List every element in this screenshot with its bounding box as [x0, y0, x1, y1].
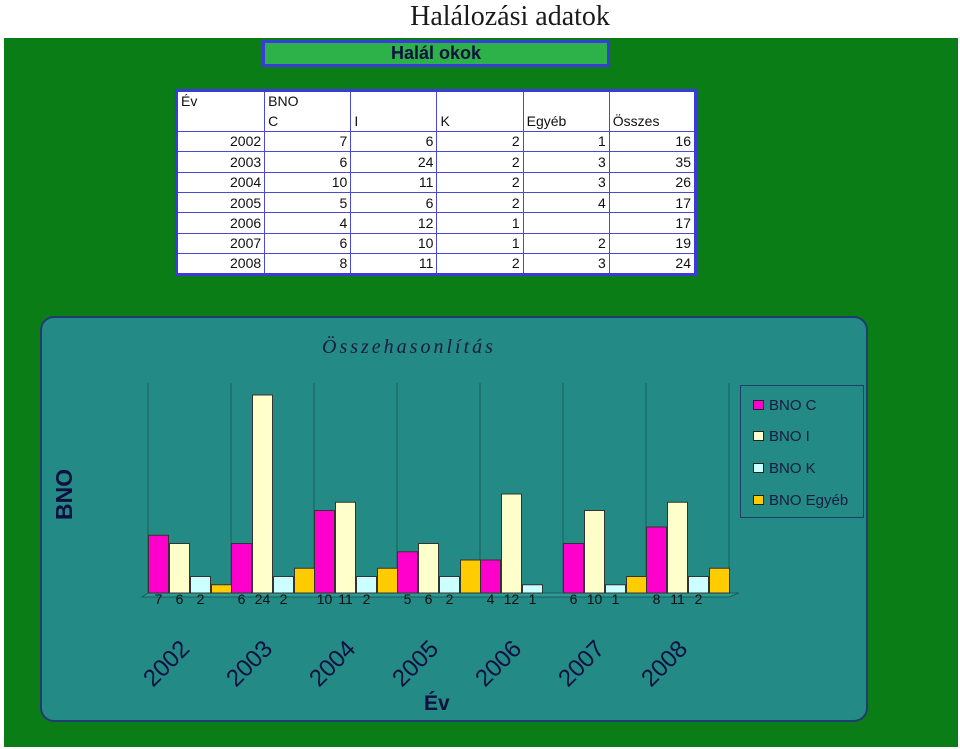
bar-bno-i-2002 — [169, 543, 190, 594]
data-label: 1 — [612, 591, 620, 607]
legend-label: BNO I — [769, 427, 810, 445]
table-header-row: C I K Egyéb Összes — [175, 110, 697, 132]
data-label: 7 — [155, 591, 163, 607]
table-cell: 16 — [608, 130, 697, 153]
subtitle-box: Halál okok — [262, 40, 610, 67]
page-title: Halálozási adatok — [410, 1, 610, 32]
data-label: 11 — [338, 591, 353, 607]
x-tick-label: 2004 — [304, 635, 361, 692]
legend-swatch — [753, 495, 764, 505]
bar-bno-c-2002 — [148, 534, 169, 594]
bar-bno-egyeb-2005 — [460, 559, 481, 594]
bar-bno-c-2005 — [397, 551, 418, 594]
data-label: 6 — [425, 591, 433, 607]
bar-bno-egyeb-2007 — [626, 576, 647, 594]
table-cell: 2002 — [175, 130, 266, 153]
table-cell: 2004 — [175, 171, 266, 193]
table-cell: 24 — [608, 253, 697, 275]
legend-item: BNO I — [753, 426, 810, 446]
table-cell: 17 — [608, 191, 697, 214]
table-row: 2004 10 11 2 3 26 — [175, 171, 697, 193]
legend-swatch — [753, 463, 764, 473]
bar-bno-i-2006 — [501, 493, 522, 594]
table-cell: 12 — [350, 212, 438, 234]
legend-label: BNO C — [769, 396, 817, 414]
x-tick-label: 2006 — [470, 635, 527, 692]
table-cell: Egyéb — [522, 110, 610, 132]
chart-title: Összehasonlítás — [322, 336, 496, 358]
legend-item: BNO Egyéb — [753, 490, 848, 510]
data-label: 12 — [504, 591, 520, 607]
bar-bno-k-2005 — [439, 576, 460, 594]
bar-bno-k-2004 — [356, 576, 377, 594]
data-label: 5 — [404, 591, 412, 607]
bar-bno-k-2003 — [273, 576, 294, 594]
data-label: 2 — [446, 591, 454, 607]
data-label: 4 — [487, 591, 495, 607]
data-label: 6 — [176, 591, 184, 607]
table-row: 2005 5 6 2 4 17 — [175, 191, 697, 214]
chart-legend: BNO C BNO I BNO K BNO Egyéb — [740, 385, 864, 518]
chart-frame — [40, 316, 868, 722]
x-tick-label: 2002 — [138, 635, 195, 692]
x-tick-label: 2008 — [636, 635, 693, 692]
data-label: 6 — [238, 591, 246, 607]
bar-bno-egyeb-2003 — [294, 567, 315, 594]
legend-item: BNO K — [753, 458, 816, 478]
bar-bno-egyeb-2002 — [211, 584, 232, 594]
bar-bno-k-2006 — [522, 584, 543, 594]
legend-swatch — [753, 431, 764, 441]
data-label: 2 — [280, 591, 288, 607]
data-label: 6 — [570, 591, 578, 607]
table-cell: 2003 — [175, 151, 266, 173]
bar-bno-egyeb-2008 — [709, 567, 730, 594]
table-cell: BNO — [264, 90, 352, 111]
bar-bno-egyeb-2004 — [377, 567, 398, 594]
bar-bno-c-2004 — [314, 510, 335, 594]
chart-floor — [140, 592, 740, 598]
bar-bno-i-2003 — [252, 394, 273, 594]
legend-label: BNO Egyéb — [769, 491, 849, 509]
data-label: 2 — [197, 591, 205, 607]
bar-bno-c-2007 — [563, 543, 584, 594]
bar-bno-k-2002 — [190, 576, 211, 594]
bar-bno-c-2008 — [646, 526, 667, 594]
x-tick-label: 2007 — [553, 635, 610, 692]
data-label: 10 — [317, 591, 333, 607]
bar-bno-k-2007 — [605, 584, 626, 594]
table-row: 2006 4 12 1 17 — [175, 212, 697, 234]
data-label: 11 — [670, 591, 685, 607]
data-label: 8 — [653, 591, 661, 607]
table-cell: 2 — [436, 253, 524, 275]
data-label: 2 — [695, 591, 703, 607]
table-header-row: Év BNO — [175, 90, 697, 111]
x-tick-label: 2005 — [387, 635, 444, 692]
table-cell: 11 — [350, 253, 438, 275]
table-cell — [608, 90, 697, 111]
x-tick-label: 2003 — [221, 635, 278, 692]
table-row: 2007 6 10 1 2 19 — [175, 232, 697, 255]
bar-bno-k-2008 — [688, 576, 709, 594]
data-label: 2 — [363, 591, 371, 607]
bar-bno-i-2008 — [667, 501, 688, 594]
mortality-table: Év BNO C I K Egyéb Összes 2002 7 6 2 1 16 2003 6 24 2 3 35… — [175, 89, 697, 276]
data-label: 24 — [255, 591, 271, 607]
table-row: 2002 7 6 2 1 16 — [175, 130, 697, 153]
bar-bno-c-2006 — [480, 559, 501, 594]
data-label: 10 — [587, 591, 603, 607]
bar-bno-c-2003 — [231, 543, 252, 594]
legend-label: BNO K — [769, 459, 816, 477]
bar-bno-i-2004 — [335, 501, 356, 594]
legend-item: BNO C — [753, 395, 817, 415]
bar-bno-i-2007 — [584, 510, 605, 594]
data-label: 1 — [529, 591, 537, 607]
legend-swatch — [753, 400, 764, 410]
y-axis-label: BNO — [51, 468, 77, 520]
table-cell: 2008 — [175, 253, 266, 275]
x-axis-label: Év — [424, 692, 450, 715]
bar-bno-i-2005 — [418, 543, 439, 594]
table-row: 2008 8 11 2 3 24 — [175, 253, 697, 275]
table-cell: Összes — [608, 110, 697, 132]
